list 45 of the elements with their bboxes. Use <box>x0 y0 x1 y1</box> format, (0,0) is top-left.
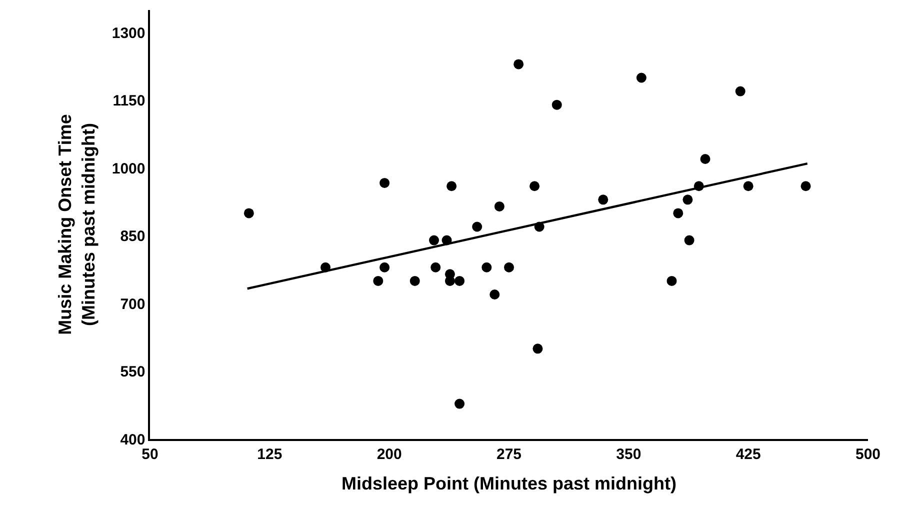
x-tick-label: 50 <box>142 446 158 463</box>
point <box>380 178 390 188</box>
point <box>598 194 608 205</box>
x-axis-title: Midsleep Point (Minutes past midnight) <box>342 473 676 494</box>
point <box>410 276 420 286</box>
y-tick-label: 550 <box>120 364 146 381</box>
point <box>673 208 684 218</box>
point <box>490 289 500 300</box>
point <box>454 398 465 409</box>
point <box>244 208 254 218</box>
point <box>494 201 504 212</box>
point <box>454 276 465 286</box>
y-tick-label: 1300 <box>112 24 146 42</box>
point <box>514 59 524 70</box>
y-tick-label: 1150 <box>112 92 146 110</box>
point <box>682 194 693 205</box>
x-tick-label: 350 <box>616 446 642 463</box>
y-tick-label: 700 <box>120 296 146 313</box>
point <box>636 72 646 83</box>
point <box>684 235 694 246</box>
point <box>380 262 390 272</box>
point <box>666 276 677 286</box>
point <box>800 181 811 192</box>
point <box>429 235 440 246</box>
x-tick-label: 425 <box>736 446 761 463</box>
x-tick-label: 200 <box>376 446 402 463</box>
x-tick-label: 500 <box>855 446 881 463</box>
x-tick-label: 275 <box>496 446 522 463</box>
point <box>552 100 562 110</box>
point <box>504 262 514 272</box>
point <box>430 262 441 272</box>
point <box>373 276 384 286</box>
x-tick-label: 125 <box>257 446 282 463</box>
point <box>700 154 710 164</box>
y-axis-title: Music Making Onset Time (Minutes past midnight) <box>55 114 99 335</box>
point <box>735 86 746 96</box>
point <box>743 181 754 192</box>
point <box>482 262 492 272</box>
y-tick-label: 400 <box>120 431 146 448</box>
point <box>530 181 540 192</box>
y-tick-label: 850 <box>120 228 146 246</box>
point <box>532 344 543 354</box>
point <box>446 181 457 192</box>
point <box>472 222 482 232</box>
y-tick-label: 1000 <box>112 160 146 178</box>
